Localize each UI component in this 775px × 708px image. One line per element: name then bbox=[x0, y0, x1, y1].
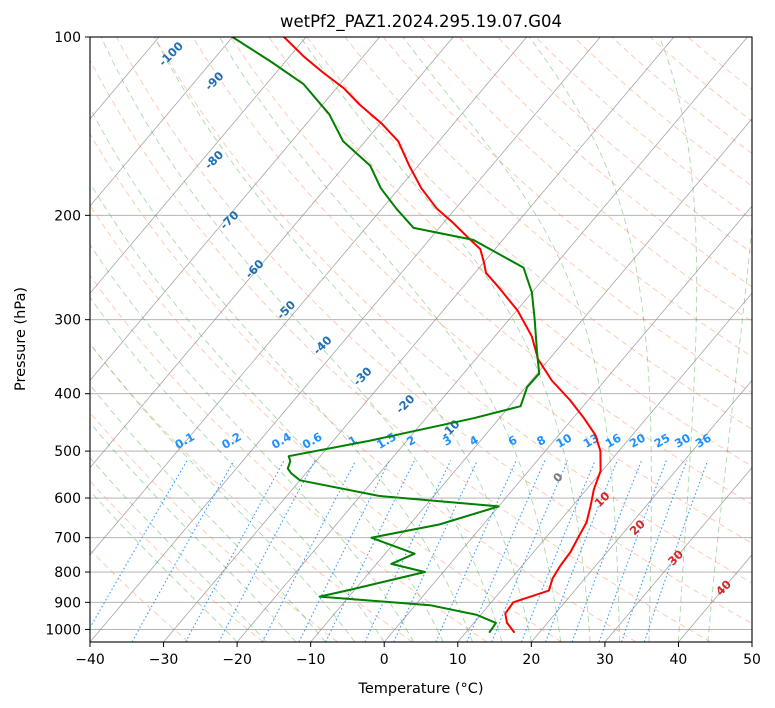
mixing-ratio-label: 36 bbox=[693, 431, 714, 451]
isotherm-line bbox=[90, 37, 380, 382]
background-lines bbox=[90, 37, 752, 642]
mixing-ratio-line bbox=[571, 460, 643, 642]
mixing-ratio-line bbox=[325, 460, 415, 642]
moist-adiabat-line bbox=[90, 490, 238, 642]
isotherm-line bbox=[90, 37, 601, 642]
mixing-ratio-line bbox=[621, 460, 688, 642]
mixing-ratio-label: 10 bbox=[553, 431, 574, 451]
y-tick-label: 100 bbox=[54, 30, 81, 46]
mixing-ratio-line bbox=[90, 460, 188, 629]
mixing-ratio-line bbox=[598, 460, 667, 642]
mixing-ratio-line bbox=[545, 460, 618, 642]
moist-adiabat-line bbox=[402, 37, 621, 642]
moist-adiabat-line bbox=[90, 384, 326, 642]
mixing-ratio-line bbox=[298, 460, 390, 642]
moist-adiabat-line bbox=[659, 37, 698, 642]
dry-adiabat-line bbox=[90, 133, 637, 642]
x-tick-label: 50 bbox=[743, 652, 761, 668]
isotherm-line bbox=[90, 37, 307, 294]
isotherm-line bbox=[90, 37, 528, 556]
chart-title: wetPf2_PAZ1.2024.295.19.07.G04 bbox=[280, 12, 562, 32]
moist-adiabat-line bbox=[219, 37, 562, 642]
moist-adiabat-line bbox=[300, 37, 591, 642]
isotherm-line bbox=[90, 37, 233, 207]
dry-adiabat-line bbox=[268, 37, 752, 467]
mixing-ratio-line bbox=[466, 460, 546, 642]
dewpoint-profile bbox=[231, 37, 541, 633]
mixing-ratio-line bbox=[491, 460, 569, 642]
dry-adiabat-line bbox=[230, 37, 752, 505]
moist-adiabat-line bbox=[100, 37, 503, 642]
x-tick-label: 0 bbox=[380, 652, 389, 668]
y-axis-title: Pressure (hPa) bbox=[13, 287, 29, 391]
moist-adiabat-line bbox=[90, 421, 297, 642]
isotherm-line bbox=[90, 37, 454, 469]
moist-adiabat-line bbox=[90, 296, 385, 642]
axis-ticks: −40 −30 −20 −10 0 10 20 30 40 50 100 200 300 400 500 60… bbox=[45, 30, 761, 668]
mixing-ratio-label: 30 bbox=[672, 431, 693, 451]
mixing-ratio-label: 20 bbox=[627, 431, 648, 451]
y-tick-label: 600 bbox=[54, 491, 81, 507]
dry-adiabat-line bbox=[344, 37, 752, 394]
isotherm-line bbox=[383, 205, 752, 642]
moist-adiabat-line bbox=[90, 342, 356, 642]
dry-adiabat-line bbox=[306, 37, 752, 430]
dry-adiabat-line bbox=[90, 59, 712, 642]
moist-adiabat-line bbox=[90, 107, 473, 642]
mixing-ratio-line bbox=[393, 460, 478, 642]
isotherm-line bbox=[604, 466, 752, 642]
moist-adiabat-line bbox=[90, 182, 444, 642]
mixing-ratio-line bbox=[643, 460, 709, 642]
moist-adiabat-line bbox=[529, 37, 652, 642]
moist-adiabat-line bbox=[90, 457, 267, 642]
dry-adiabat-line bbox=[90, 343, 413, 642]
mixing-ratio-line bbox=[520, 460, 596, 642]
x-tick-label: 10 bbox=[449, 652, 467, 668]
y-tick-label: 400 bbox=[54, 387, 81, 403]
y-tick-label: 500 bbox=[54, 444, 81, 460]
isotherm-line bbox=[310, 118, 752, 642]
y-tick-label: 800 bbox=[54, 565, 81, 581]
y-tick-label: 200 bbox=[54, 208, 81, 224]
y-tick-label: 700 bbox=[54, 531, 81, 547]
moist-adiabat-line bbox=[707, 220, 752, 642]
plot-frame bbox=[89, 36, 753, 643]
y-tick-label: 300 bbox=[54, 313, 81, 329]
profile-series bbox=[231, 37, 602, 633]
dry-adiabat-line bbox=[154, 37, 752, 584]
x-tick-label: −40 bbox=[75, 652, 105, 668]
x-tick-label: 30 bbox=[596, 652, 614, 668]
dry-adiabat-line bbox=[90, 480, 264, 642]
mixing-ratio-line bbox=[131, 460, 235, 642]
x-tick-label: 40 bbox=[670, 652, 688, 668]
dry-adiabat-line bbox=[459, 37, 752, 288]
x-tick-label: −30 bbox=[149, 652, 179, 668]
x-tick-label: 20 bbox=[522, 652, 540, 668]
x-tick-label: −20 bbox=[222, 652, 252, 668]
dry-adiabat-line bbox=[611, 37, 752, 155]
x-axis-title: Temperature (°C) bbox=[357, 681, 483, 697]
mixing-ratio-label: 16 bbox=[603, 431, 624, 451]
dry-adiabat-line bbox=[192, 37, 752, 544]
dry-adiabat-line bbox=[497, 37, 752, 254]
isotherm-line bbox=[457, 292, 752, 642]
isotherm-line bbox=[531, 379, 752, 642]
mixing-ratio-label: 25 bbox=[652, 431, 673, 451]
isotherm-line bbox=[236, 37, 748, 642]
isotherm-line bbox=[163, 37, 675, 642]
x-tick-label: −10 bbox=[296, 652, 326, 668]
moist-adiabat-line bbox=[90, 244, 414, 642]
y-tick-label: 900 bbox=[54, 595, 81, 611]
y-tick-label: 1000 bbox=[45, 622, 81, 638]
dry-adiabat-line bbox=[420, 37, 752, 323]
mixing-ratio-line bbox=[435, 460, 517, 642]
